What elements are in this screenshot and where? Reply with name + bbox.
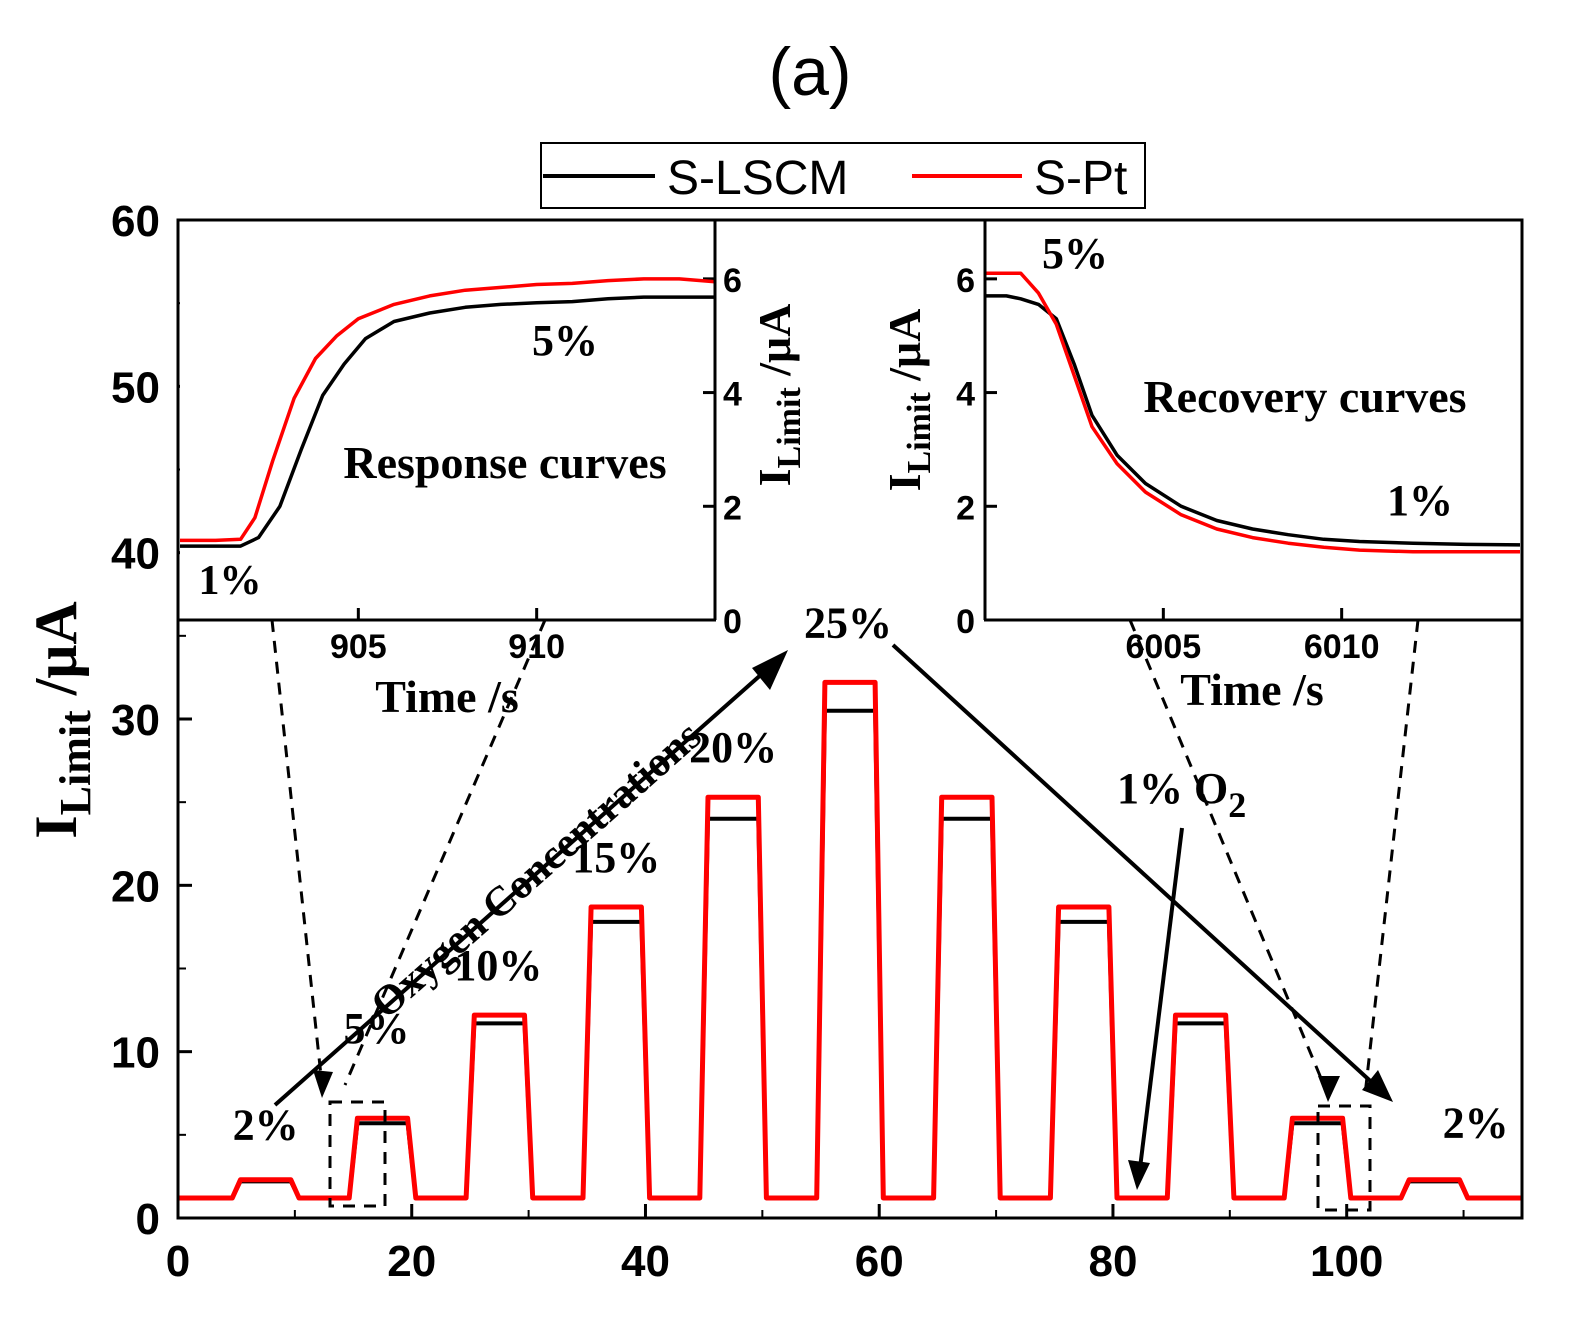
step-label: 2%: [233, 1101, 299, 1150]
step-label: 2%: [1443, 1099, 1509, 1148]
main-y-tick-label: 60: [111, 197, 160, 246]
panel-label: (a): [768, 34, 851, 110]
inset-recovery-x-axis-label: Time /s: [1180, 664, 1324, 715]
main-x-tick-label: 60: [855, 1237, 904, 1286]
o2-label: 1% O2: [1117, 764, 1246, 825]
inset-response: 0 2 4 6 905 910 Response curves 1% 5% Time /s…: [178, 220, 808, 722]
inset-response-end-label: 5%: [532, 316, 598, 365]
inset-recovery-y-axis-label: ILimit /μA: [879, 309, 938, 492]
trend-arrow-up: [273, 663, 774, 1107]
inset-response-series: [180, 277, 716, 548]
inset-y-tick-label: 4: [723, 376, 742, 414]
trend-arrows: [273, 643, 1380, 1169]
inset-y-tick-label: 6: [956, 262, 975, 300]
inset-recovery-start-label: 5%: [1042, 229, 1108, 278]
zoom-line-response-right: [343, 619, 547, 1086]
zoom-arrowhead-response: [313, 1070, 333, 1098]
legend: S-LSCM S-Pt: [540, 142, 1146, 209]
zoom-box-response: [328, 1100, 387, 1208]
main-y-tick-label: 0: [136, 1195, 160, 1244]
inset-response-tick-labels: 0 2 4 6 905 910: [330, 262, 742, 666]
inset-y-tick-label: 0: [956, 603, 975, 641]
main-y-axis-label: ILimit /μA: [23, 601, 100, 838]
inset-y-tick-label: 0: [723, 603, 742, 641]
zoom-line-recovery-right: [1363, 619, 1420, 1096]
main-y-tick-label: 30: [111, 696, 160, 745]
zoom-line-response-left: [270, 619, 324, 1086]
main-x-tick-label: 0: [166, 1237, 190, 1286]
inset-x-tick-label: 910: [508, 628, 565, 666]
main-series: [178, 679, 1522, 1201]
inset-recovery-title: Recovery curves: [1143, 371, 1466, 422]
inset-series-s-lscm: [180, 295, 715, 548]
step-label: 15%: [572, 833, 660, 882]
zoom-box-recovery: [1316, 1104, 1372, 1212]
inset-x-tick-label: 6010: [1304, 628, 1380, 666]
main-y-tick-label: 20: [111, 862, 160, 911]
o2-arrowhead: [1128, 1160, 1150, 1190]
o2-arrow: [1138, 827, 1184, 1169]
main-y-tick-label: 40: [111, 530, 160, 579]
zoom-line-recovery-left: [1128, 619, 1330, 1096]
legend-label-s-pt: S-Pt: [1034, 152, 1127, 205]
inset-recovery-tick-labels: 0 2 4 6 6005 6010: [956, 262, 1379, 666]
inset-response-x-axis-label: Time /s: [375, 671, 519, 722]
step-label: 20%: [689, 723, 777, 772]
main-y-tick-label: 10: [111, 1029, 160, 1078]
inset-recovery: 0 2 4 6 6005 6010 Recovery curves 5% 1% Time …: [879, 220, 1522, 715]
zoom-markers: [270, 619, 1420, 1212]
step-label: 25%: [804, 598, 892, 647]
inset-series-s-pt: [180, 277, 716, 543]
trend-arrowhead-up: [752, 650, 788, 690]
inset-series-s-pt: [985, 271, 1520, 554]
inset-recovery-end-label: 1%: [1387, 476, 1453, 525]
main-x-tick-label: 40: [621, 1237, 670, 1286]
trend-arrowheads: [752, 650, 1393, 1190]
trend-arrow-down: [891, 643, 1380, 1090]
inset-y-tick-label: 6: [723, 262, 742, 300]
inset-y-tick-label: 2: [956, 489, 975, 527]
trend-arrowhead-down: [1362, 1070, 1393, 1102]
inset-y-tick-label: 2: [723, 489, 742, 527]
inset-series-s-lscm: [985, 294, 1521, 547]
inset-response-title: Response curves: [343, 437, 666, 488]
inset-x-tick-label: 6005: [1126, 628, 1202, 666]
inset-response-start-label: 1%: [199, 558, 262, 604]
zoom-arrowheads: [313, 1070, 1340, 1102]
step-label: 10%: [454, 941, 542, 990]
main-plot-frame: [176, 218, 1524, 1220]
main-x-tick-label: 100: [1310, 1237, 1383, 1286]
legend-label-s-lscm: S-LSCM: [667, 152, 848, 205]
main-x-tick-label: 80: [1088, 1237, 1137, 1286]
inset-response-background: [180, 222, 715, 619]
main-series-s-lscm: [178, 708, 1522, 1200]
inset-x-tick-label: 905: [330, 628, 387, 666]
main-x-tick-label: 20: [387, 1237, 436, 1286]
inset-response-y-axis-label: ILimit /μA: [749, 304, 808, 487]
main-y-tick-label: 50: [111, 363, 160, 412]
main-series-s-pt: [178, 679, 1522, 1201]
zoom-arrowhead-recovery: [1318, 1076, 1340, 1102]
inset-y-tick-label: 4: [956, 376, 975, 414]
inset-recovery-series: [985, 271, 1521, 554]
